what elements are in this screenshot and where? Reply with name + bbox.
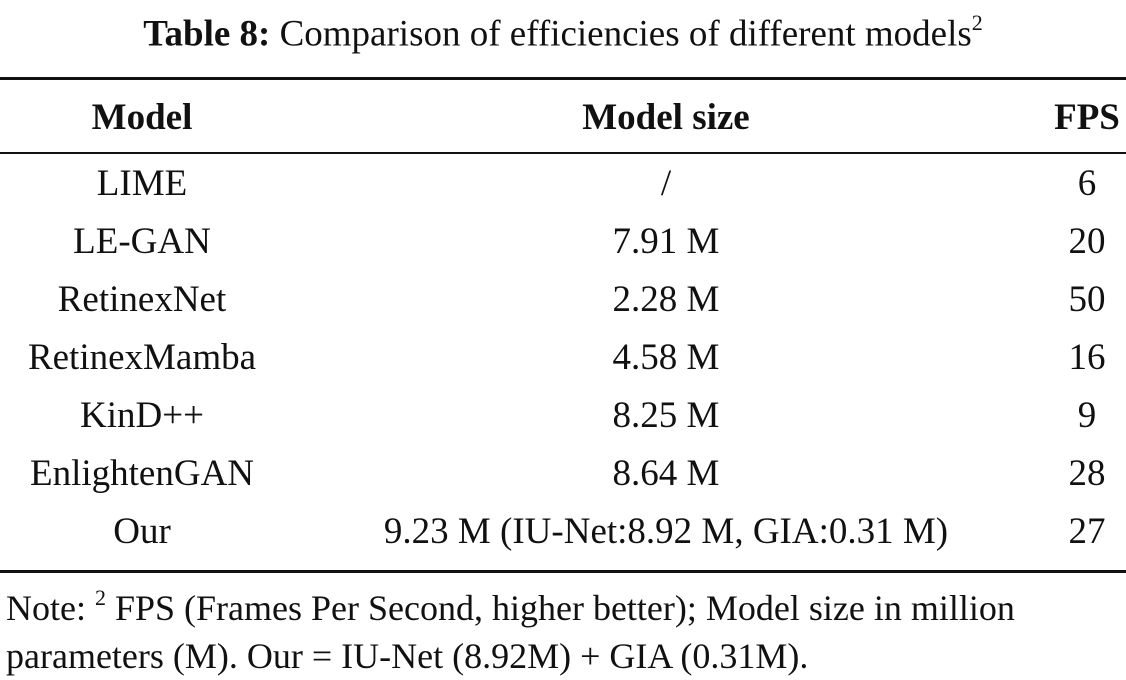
table-row: KinD++ 8.25 M 9 [0,387,1126,445]
header-model: Model [91,97,193,138]
table-row: EnlightenGAN 8.64 M 28 [0,445,1126,503]
cell-model-size: / [660,163,672,204]
cell-model: LIME [96,163,188,204]
cell-fps: 6 [1077,163,1097,204]
note-text: FPS (Frames Per Second, higher better); … [6,588,1015,676]
cell-fps: 9 [1077,395,1097,436]
table-row: LIME / 6 [0,151,1126,213]
cell-model-size: 8.64 M [612,453,720,494]
cell-fps: 16 [1068,337,1106,378]
efficiency-table: Model Model size FPS LIME / 6 LE-GAN 7.9… [0,85,1126,561]
cell-model: LE-GAN [73,221,211,262]
cell-fps: 28 [1068,453,1106,494]
cell-model: EnlightenGAN [29,453,255,494]
table-bottom-rule [0,570,1126,573]
cell-fps: 27 [1068,511,1106,552]
table-caption-label: Table 8: [143,13,271,55]
cell-model: RetinexNet [57,279,227,320]
cell-model: RetinexMamba [27,337,257,378]
cell-model-size: 7.91 M [612,221,720,262]
table-header-rule [0,152,1126,154]
table-caption-text: Comparison of efficiencies of different … [279,13,972,55]
note-footnote-mark: 2 [94,585,106,610]
table-row: LE-GAN 7.91 M 20 [0,213,1126,271]
caption-footnote-mark: 2 [971,10,983,35]
cell-model-size: 9.23 M (IU-Net:8.92 M, GIA:0.31 M) [383,511,949,552]
header-fps: FPS [1054,97,1120,138]
cell-model: KinD++ [80,395,204,436]
table-row: RetinexNet 2.28 M 50 [0,271,1126,329]
cell-model: Our [113,511,171,552]
table-top-rule [0,77,1126,80]
cell-model-size: 8.25 M [612,395,720,436]
cell-fps: 20 [1068,221,1106,262]
table-row: RetinexMamba 4.58 M 16 [0,329,1126,387]
table-note: Note: 2 FPS (Frames Per Second, higher b… [6,576,1122,680]
cell-model-size: 2.28 M [612,279,720,320]
cell-model-size: 4.58 M [612,337,720,378]
note-prefix: Note: [6,588,86,628]
table-row: Our 9.23 M (IU-Net:8.92 M, GIA:0.31 M) 2… [0,503,1126,561]
cell-fps: 50 [1068,279,1106,320]
table-caption: Table 8: Comparison of efficiencies of d… [0,2,1126,57]
header-model-size: Model size [582,97,750,138]
table-header-row: Model Model size FPS [0,85,1126,151]
